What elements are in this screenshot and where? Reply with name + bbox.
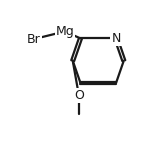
Text: Br: Br — [27, 33, 41, 46]
Text: O: O — [74, 89, 84, 102]
Text: Mg: Mg — [55, 25, 74, 38]
Text: N: N — [111, 32, 121, 45]
